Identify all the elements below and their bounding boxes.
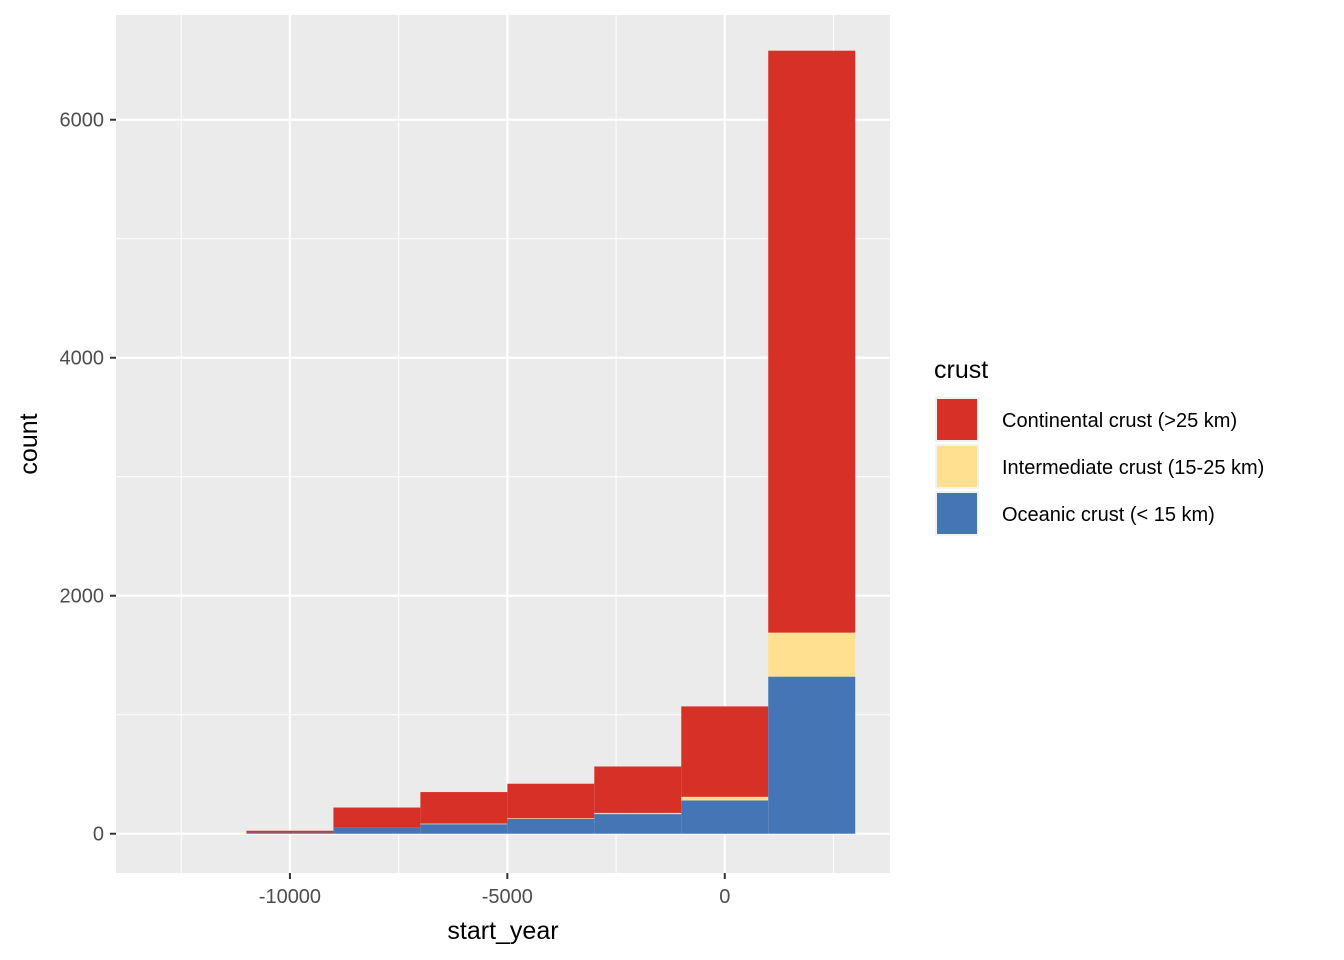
x-tick-label: -10000 bbox=[259, 886, 321, 908]
y-tick-label: 4000 bbox=[60, 348, 105, 370]
bar-segment bbox=[420, 824, 508, 834]
bar-segment bbox=[420, 823, 508, 825]
bar-segment bbox=[246, 830, 334, 833]
x-tick-label: -5000 bbox=[482, 886, 533, 908]
bar-segment bbox=[246, 832, 334, 834]
legend-title: crust bbox=[934, 356, 988, 384]
y-axis: 0 2000 4000 6000 bbox=[60, 110, 116, 846]
legend-key bbox=[937, 493, 977, 534]
x-tick-label: 0 bbox=[719, 886, 730, 908]
y-tick-label: 6000 bbox=[60, 110, 105, 132]
bar-segment bbox=[768, 632, 856, 677]
legend-key bbox=[937, 446, 977, 487]
legend-label: Continental crust (>25 km) bbox=[1002, 410, 1237, 432]
x-axis: -10000 -5000 0 bbox=[259, 873, 730, 908]
bar-segment bbox=[768, 676, 856, 834]
bar-segment bbox=[681, 706, 769, 797]
bar-segment bbox=[507, 818, 595, 819]
bar-segment bbox=[594, 814, 682, 834]
bar-segment bbox=[681, 796, 769, 801]
y-axis-title: count bbox=[15, 413, 43, 474]
bar-segment bbox=[333, 827, 421, 834]
legend-label: Oceanic crust (< 15 km) bbox=[1002, 504, 1215, 526]
bar-segment bbox=[594, 766, 682, 813]
bar-segment bbox=[768, 50, 856, 633]
x-axis-title: start_year bbox=[447, 917, 558, 945]
bar-segment bbox=[507, 818, 595, 834]
bar-segment bbox=[420, 792, 508, 824]
bar-segment bbox=[507, 783, 595, 819]
bar-segment bbox=[594, 812, 682, 815]
legend: crust Continental crust (>25 km) Intermed… bbox=[934, 356, 1264, 536]
bar-segment bbox=[333, 807, 421, 828]
y-tick-label: 2000 bbox=[60, 586, 105, 608]
legend-key bbox=[937, 399, 977, 440]
bars bbox=[246, 50, 856, 834]
bar-segment bbox=[681, 800, 769, 834]
legend-label: Intermediate crust (15-25 km) bbox=[1002, 457, 1264, 479]
y-tick-label: 0 bbox=[93, 824, 104, 846]
